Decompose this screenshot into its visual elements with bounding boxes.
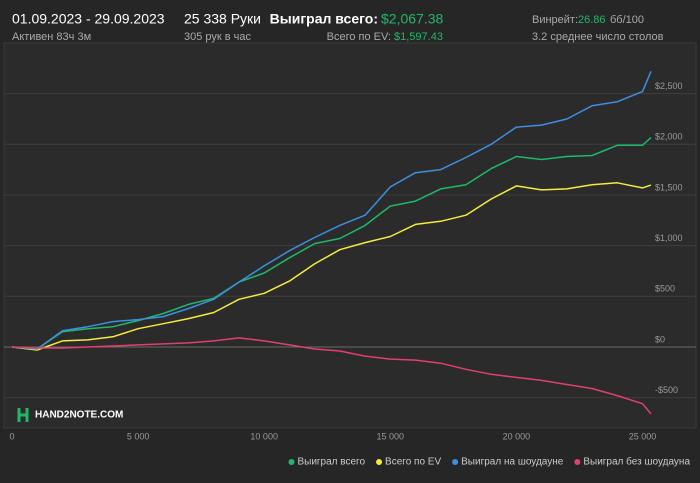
active-time: Активен 83ч 3м xyxy=(12,31,91,43)
x-tick-label: 20 000 xyxy=(503,431,531,441)
date-range: 01.09.2023 - 29.09.2023 xyxy=(12,11,165,27)
won-value: $2,067.38 xyxy=(381,11,443,27)
x-tick-label: 25 000 xyxy=(629,431,657,441)
winrate-unit: бб/100 xyxy=(610,14,644,26)
plot-panel xyxy=(3,42,697,429)
series-line xyxy=(11,71,652,350)
hands: 25 338 Руки xyxy=(184,11,261,27)
x-tick-label: 5 000 xyxy=(127,431,150,441)
hands-per-hour: 305 рук в час xyxy=(184,31,252,43)
legend-marker xyxy=(376,459,383,465)
series-line xyxy=(11,136,652,350)
tables: 3.2 среднее число столов xyxy=(532,31,664,43)
legend-marker xyxy=(452,459,459,465)
legend-label: Выиграл на шоудауне xyxy=(461,457,564,468)
won-label: Выиграл всего: xyxy=(270,11,378,27)
legend-label: Всего по EV xyxy=(385,457,441,468)
legend-marker xyxy=(574,459,581,465)
legend-label: Выиграл всего xyxy=(297,457,365,468)
logo-icon xyxy=(17,408,29,422)
y-tick-label: $2,000 xyxy=(655,132,683,142)
watermark: HAND2NOTE.COM xyxy=(35,410,123,421)
legend-label: Выиграл без шоудауна xyxy=(583,456,690,468)
y-tick-label: $2,500 xyxy=(655,81,683,91)
legend-marker xyxy=(288,459,295,465)
series-line xyxy=(11,337,652,415)
winrate-value: 26.86 xyxy=(578,14,606,26)
x-tick-label: 0 xyxy=(9,431,14,441)
y-tick-label: $500 xyxy=(655,284,675,294)
winrate-label: Винрейт: xyxy=(532,14,578,26)
x-tick-label: 10 000 xyxy=(250,431,278,441)
y-tick-label: -$500 xyxy=(655,385,678,395)
y-tick-label: $1,000 xyxy=(655,233,683,243)
y-tick-label: $0 xyxy=(655,334,665,344)
x-tick-label: 15 000 xyxy=(377,431,405,441)
y-tick-label: $1,500 xyxy=(655,182,683,192)
ev-value: $1,597.43 xyxy=(394,31,443,43)
series-line xyxy=(11,182,652,351)
ev-label: Всего по EV: xyxy=(327,31,391,43)
